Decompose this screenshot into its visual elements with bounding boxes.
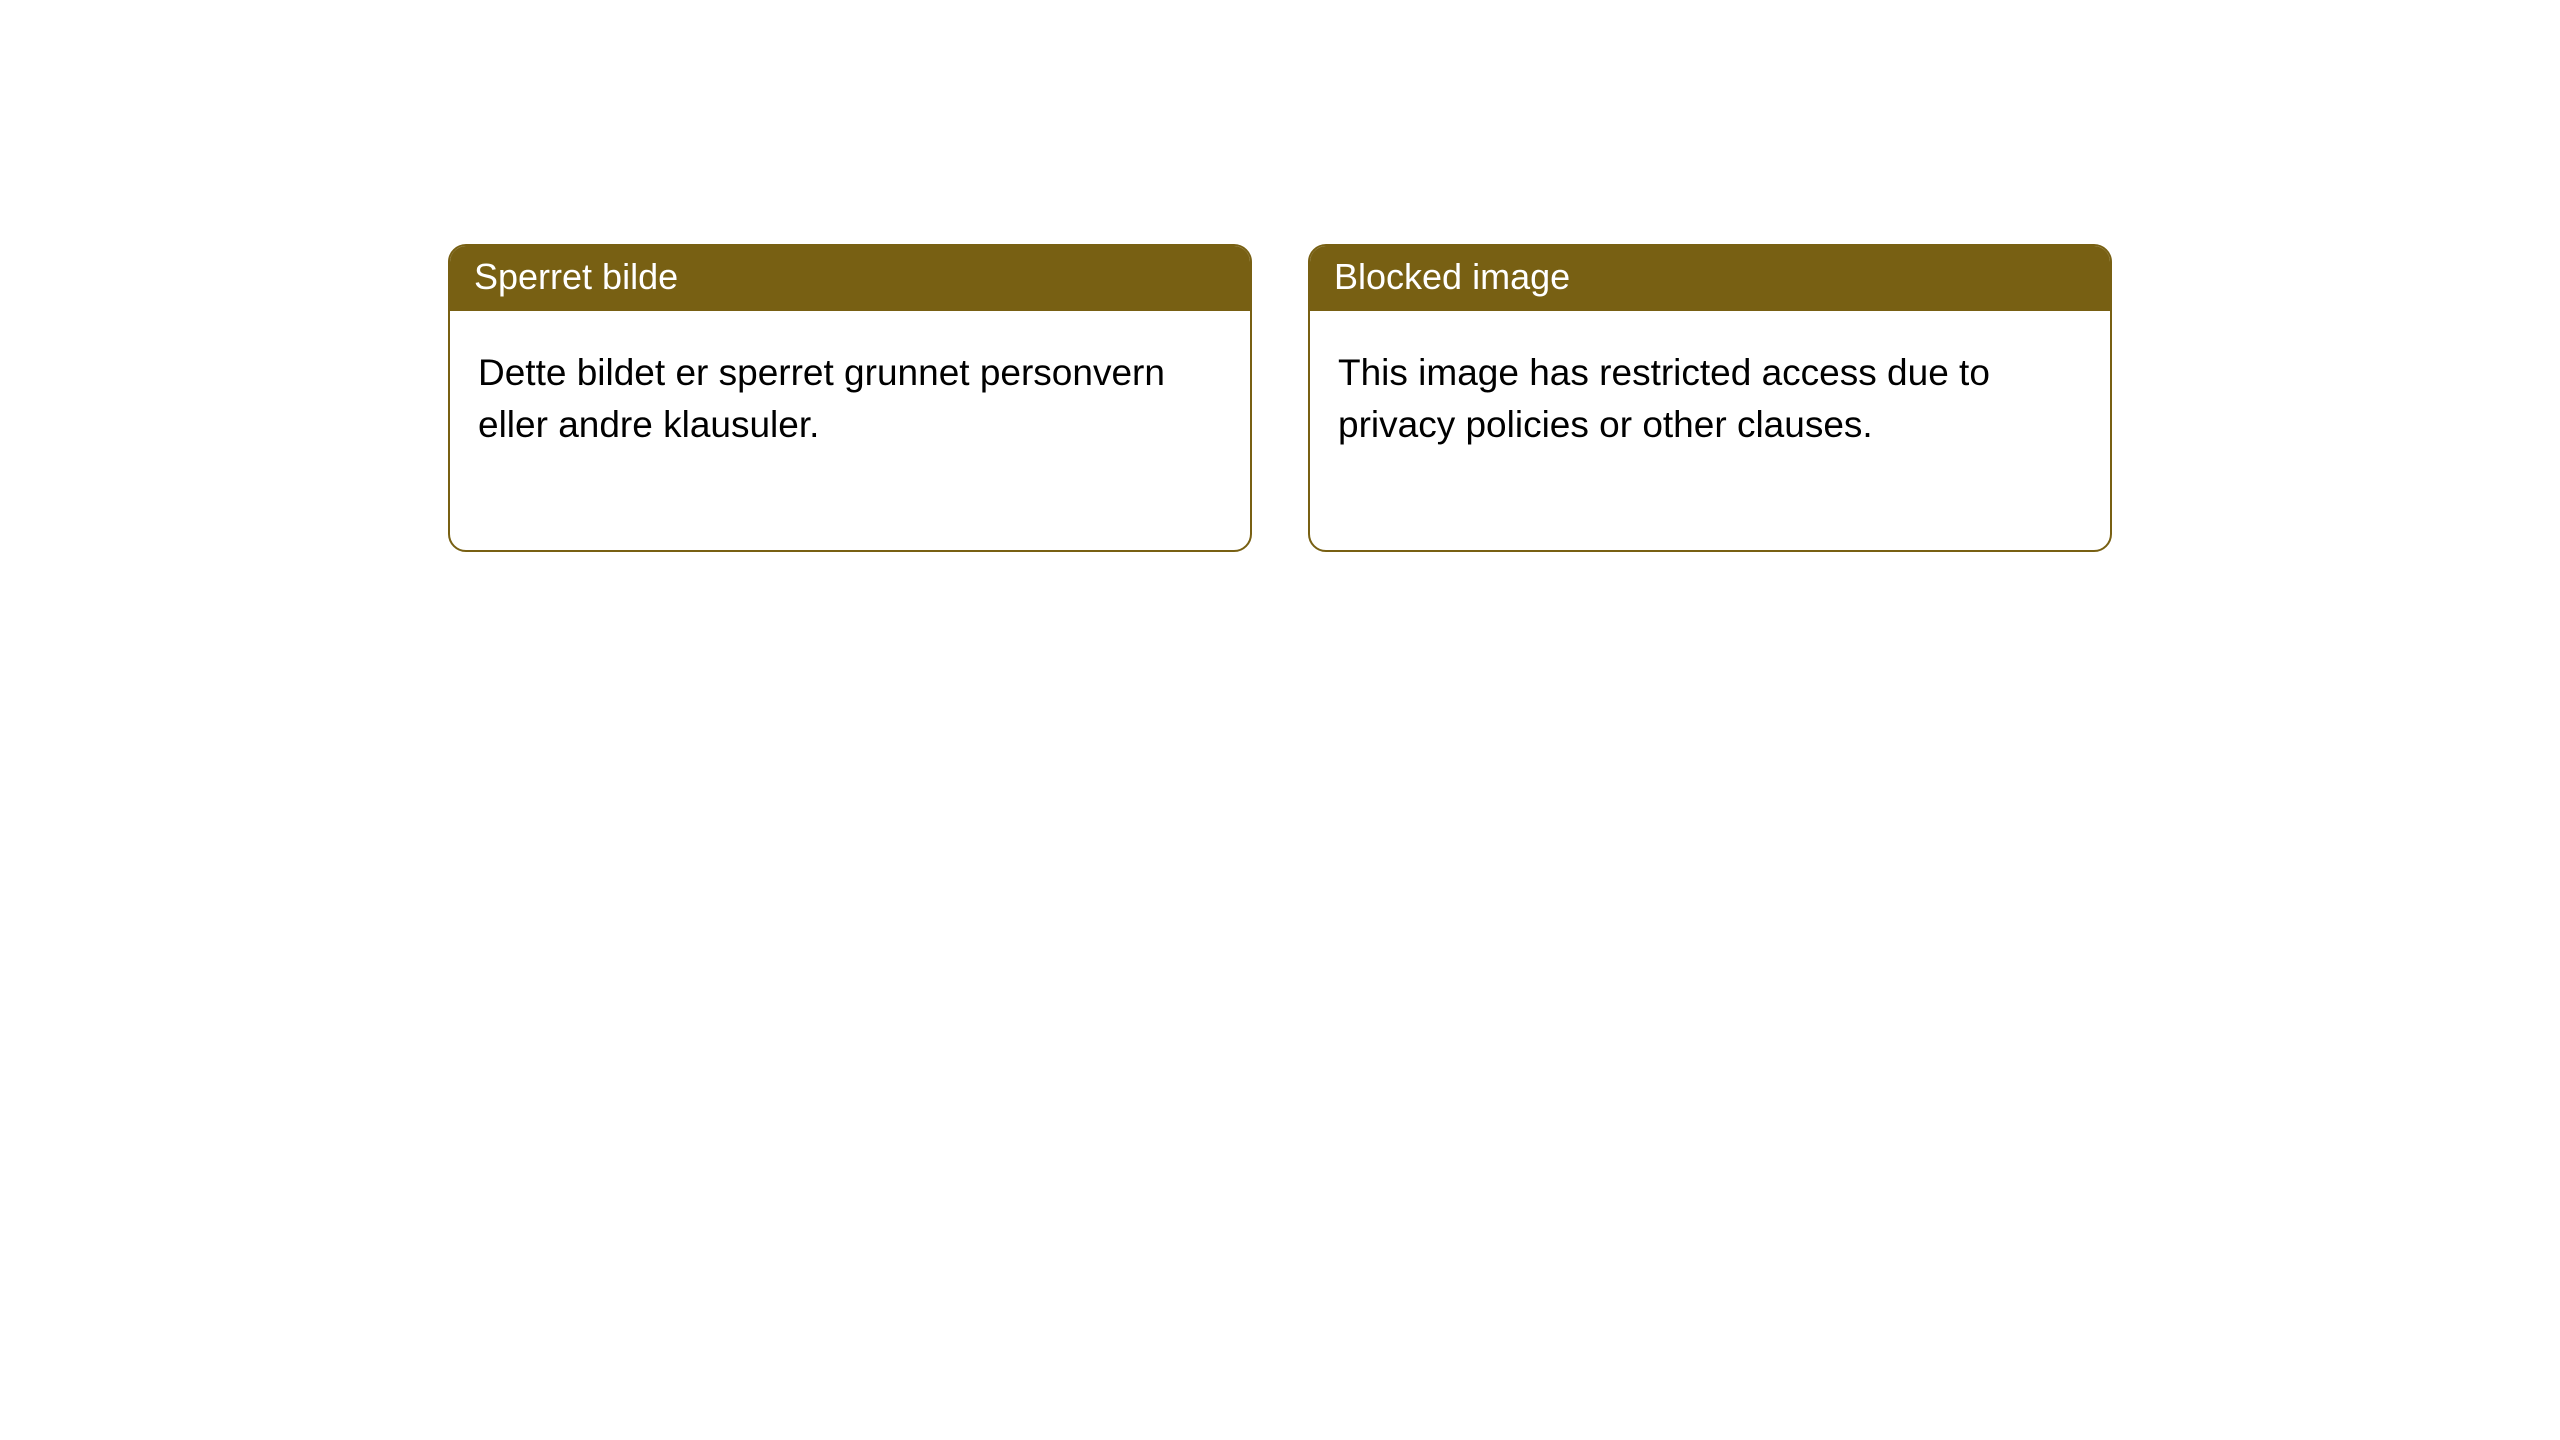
- blocked-image-card-english: Blocked image This image has restricted …: [1308, 244, 2112, 552]
- message-cards-container: Sperret bilde Dette bildet er sperret gr…: [0, 0, 2560, 552]
- blocked-image-card-norwegian: Sperret bilde Dette bildet er sperret gr…: [448, 244, 1252, 552]
- card-body-english: This image has restricted access due to …: [1310, 311, 2110, 551]
- card-header-english: Blocked image: [1310, 246, 2110, 311]
- card-body-norwegian: Dette bildet er sperret grunnet personve…: [450, 311, 1250, 551]
- card-header-norwegian: Sperret bilde: [450, 246, 1250, 311]
